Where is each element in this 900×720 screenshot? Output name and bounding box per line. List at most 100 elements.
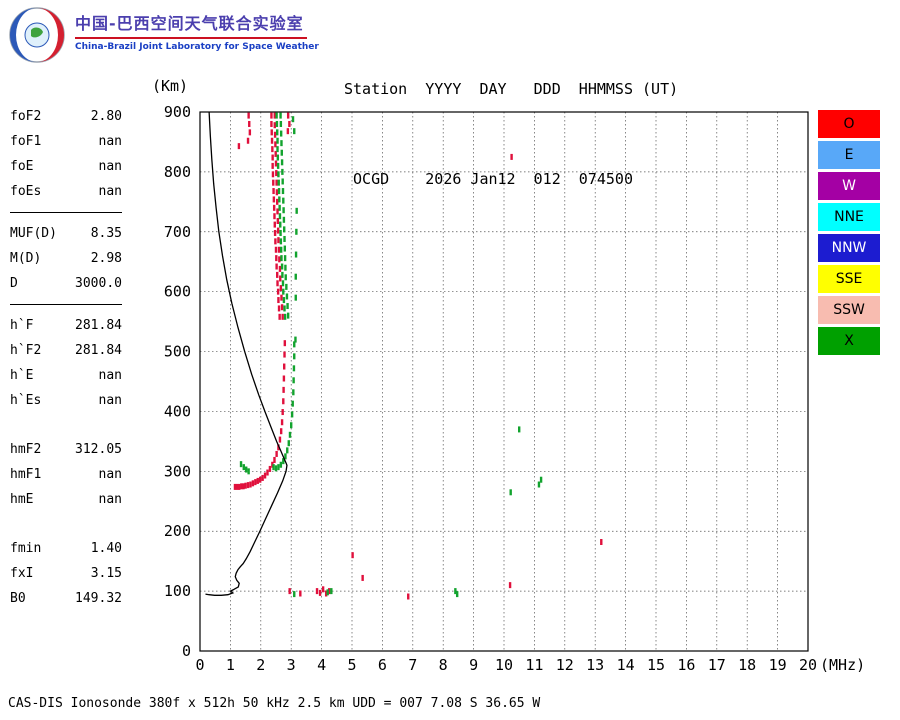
station-header: Station YYYY DAY DDD HHMMSS (UT) OCGD 20…: [344, 14, 678, 254]
svg-text:1: 1: [226, 656, 235, 674]
svg-text:15: 15: [647, 656, 665, 674]
param-row-hmE: hmE nan: [10, 487, 122, 512]
param-row-foEs: foEs nan: [10, 179, 122, 204]
param-row-foF1: foF1 nan: [10, 129, 122, 154]
param-value: 149.32: [75, 591, 122, 606]
legend-item-e: E: [818, 141, 880, 169]
param-row-fxI: fxI 3.15: [10, 561, 122, 586]
svg-text:(MHz): (MHz): [820, 656, 865, 674]
footer-info: CAS-DIS Ionosonde 380f x 512h 50 kHz 2.5…: [8, 696, 541, 711]
param-value: nan: [98, 159, 122, 174]
param-row-hmF1: hmF1 nan: [10, 462, 122, 487]
svg-text:700: 700: [164, 223, 191, 241]
param-value: 2.98: [90, 251, 122, 266]
legend-item-w: W: [818, 172, 880, 200]
lab-logo: 中国-巴西空间天气联合实验室 China-Brazil Joint Labora…: [8, 6, 319, 64]
param-name: h`F2: [10, 343, 42, 358]
legend-item-x: X: [818, 327, 880, 355]
param-row-hF2: h`F2 281.84: [10, 338, 122, 363]
svg-text:100: 100: [164, 582, 191, 600]
param-row-fmin: fmin 1.40: [10, 536, 122, 561]
param-row-hE: h`E nan: [10, 363, 122, 388]
svg-text:5: 5: [347, 656, 356, 674]
param-name: hmF1: [10, 467, 42, 482]
svg-text:18: 18: [738, 656, 756, 674]
station-columns: Station YYYY DAY DDD HHMMSS (UT): [344, 80, 679, 98]
logo-underline: [75, 37, 307, 39]
param-value: 3.15: [90, 566, 122, 581]
param-value: 281.84: [75, 343, 122, 358]
param-name: MUF(D): [10, 226, 57, 241]
svg-text:900: 900: [164, 103, 191, 121]
param-value: 8.35: [90, 226, 122, 241]
svg-text:16: 16: [677, 656, 695, 674]
legend-item-ssw: SSW: [818, 296, 880, 324]
lab-title-block: 中国-巴西空间天气联合实验室 China-Brazil Joint Labora…: [75, 6, 319, 52]
lab-title-cn: 中国-巴西空间天气联合实验室: [75, 14, 304, 33]
param-value: nan: [98, 492, 122, 507]
param-name: D: [10, 276, 18, 291]
svg-text:400: 400: [164, 402, 191, 420]
param-name: fxI: [10, 566, 34, 581]
divider: [10, 212, 122, 213]
legend: O E W NNE NNW SSE SSW X: [818, 110, 880, 358]
param-value: 2.80: [90, 109, 122, 124]
param-name: h`F: [10, 318, 34, 333]
divider: [10, 304, 122, 305]
legend-item-nne: NNE: [818, 203, 880, 231]
param-row-hF: h`F 281.84: [10, 313, 122, 338]
svg-text:6: 6: [378, 656, 387, 674]
param-name: h`Es: [10, 393, 42, 408]
legend-item-sse: SSE: [818, 265, 880, 293]
param-value: nan: [98, 393, 122, 408]
svg-text:11: 11: [525, 656, 543, 674]
param-value: nan: [98, 184, 122, 199]
legend-item-nnw: NNW: [818, 234, 880, 262]
svg-text:19: 19: [769, 656, 787, 674]
svg-text:2: 2: [256, 656, 265, 674]
svg-text:4: 4: [317, 656, 326, 674]
param-row-MUF: MUF(D) 8.35: [10, 221, 122, 246]
param-name: B0: [10, 591, 26, 606]
param-name: fmin: [10, 541, 42, 556]
param-row-foE: foE nan: [10, 154, 122, 179]
param-value: 1.40: [90, 541, 122, 556]
param-name: h`E: [10, 368, 34, 383]
param-value: 3000.0: [75, 276, 122, 291]
svg-text:7: 7: [408, 656, 417, 674]
param-name: foF2: [10, 109, 42, 124]
param-row-B0: B0 149.32: [10, 586, 122, 611]
svg-text:3: 3: [287, 656, 296, 674]
param-row-D: D 3000.0: [10, 271, 122, 296]
param-name: hmE: [10, 492, 34, 507]
svg-text:500: 500: [164, 343, 191, 361]
param-name: M(D): [10, 251, 42, 266]
parameter-panel: foF2 2.80 foF1 nan foE nan foEs nan MUF(D) 8.…: [10, 104, 122, 611]
ionogram-plot: 0 1 2 3 4 5 6 7 8 9 10 11 12 13 14 15 16 17 18 19 2001002003…: [152, 77, 865, 674]
svg-text:800: 800: [164, 163, 191, 181]
param-value: nan: [98, 467, 122, 482]
svg-text:9: 9: [469, 656, 478, 674]
param-name: hmF2: [10, 442, 42, 457]
param-name: foE: [10, 159, 34, 174]
legend-item-o: O: [818, 110, 880, 138]
svg-text:0: 0: [182, 642, 191, 660]
param-name: foEs: [10, 184, 42, 199]
svg-text:10: 10: [495, 656, 513, 674]
svg-text:0: 0: [195, 656, 204, 674]
lab-title-en: China-Brazil Joint Laboratory for Space …: [75, 42, 319, 52]
station-values: OCGD 2026 Jan12 012 074500: [344, 170, 633, 188]
svg-text:12: 12: [556, 656, 574, 674]
svg-text:(Km): (Km): [152, 77, 188, 95]
param-row-hmF2: hmF2 312.05: [10, 437, 122, 462]
svg-text:300: 300: [164, 462, 191, 480]
svg-text:8: 8: [439, 656, 448, 674]
svg-text:200: 200: [164, 522, 191, 540]
param-value: 281.84: [75, 318, 122, 333]
param-row-MD: M(D) 2.98: [10, 246, 122, 271]
svg-text:17: 17: [708, 656, 726, 674]
svg-text:13: 13: [586, 656, 604, 674]
param-value: 312.05: [75, 442, 122, 457]
param-row-foF2: foF2 2.80: [10, 104, 122, 129]
